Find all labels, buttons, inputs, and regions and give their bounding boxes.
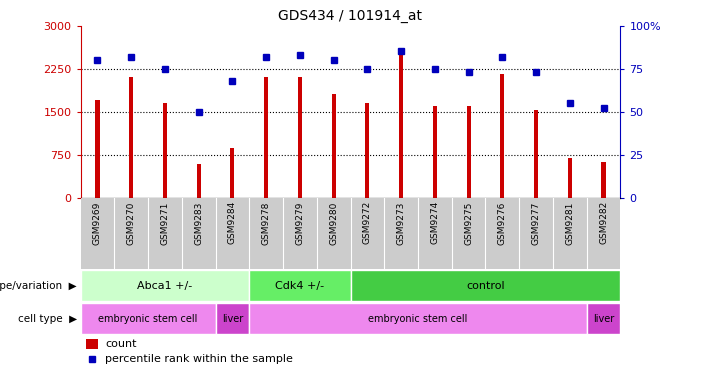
Text: liver: liver	[593, 314, 614, 324]
Bar	[250, 270, 350, 301]
Bar	[433, 106, 437, 198]
Text: GSM9269: GSM9269	[93, 201, 102, 244]
Bar	[467, 106, 470, 198]
Text: GSM9283: GSM9283	[194, 201, 203, 244]
Bar	[534, 110, 538, 198]
Text: Cdk4 +/-: Cdk4 +/-	[275, 281, 325, 291]
Text: GSM9276: GSM9276	[498, 201, 507, 244]
Text: GSM9271: GSM9271	[161, 201, 170, 244]
Bar	[250, 303, 587, 334]
Text: GSM9273: GSM9273	[397, 201, 406, 244]
Text: GSM9274: GSM9274	[430, 201, 440, 244]
Text: genotype/variation  ▶: genotype/variation ▶	[0, 281, 77, 291]
Bar	[81, 270, 250, 301]
Bar	[197, 164, 200, 198]
Bar	[501, 74, 504, 198]
Text: embryonic stem cell: embryonic stem cell	[98, 314, 198, 324]
Text: cell type  ▶: cell type ▶	[18, 314, 77, 324]
Bar	[216, 303, 250, 334]
Bar	[129, 77, 133, 198]
Bar	[231, 148, 234, 198]
Text: GSM9280: GSM9280	[329, 201, 338, 244]
Text: GSM9281: GSM9281	[565, 201, 574, 244]
Bar	[298, 77, 302, 198]
Bar	[587, 303, 620, 334]
Bar	[568, 157, 572, 198]
Bar	[399, 49, 403, 198]
Text: embryonic stem cell: embryonic stem cell	[368, 314, 468, 324]
Text: GSM9275: GSM9275	[464, 201, 473, 244]
Text: percentile rank within the sample: percentile rank within the sample	[105, 354, 293, 365]
Text: GSM9282: GSM9282	[599, 201, 608, 244]
Bar	[332, 94, 336, 198]
Text: GSM9279: GSM9279	[295, 201, 304, 244]
Bar	[264, 77, 268, 198]
Bar	[81, 303, 216, 334]
Text: GSM9277: GSM9277	[531, 201, 540, 244]
Text: GSM9278: GSM9278	[261, 201, 271, 244]
Text: GSM9284: GSM9284	[228, 201, 237, 244]
Text: GSM9272: GSM9272	[363, 201, 372, 244]
Bar	[163, 103, 167, 198]
Bar	[95, 100, 100, 198]
Text: liver: liver	[222, 314, 243, 324]
Title: GDS434 / 101914_at: GDS434 / 101914_at	[278, 9, 423, 23]
Bar	[601, 161, 606, 198]
Text: control: control	[466, 281, 505, 291]
Bar	[350, 270, 620, 301]
Text: GSM9270: GSM9270	[127, 201, 136, 244]
Bar	[86, 339, 98, 350]
Bar	[365, 103, 369, 198]
Text: count: count	[105, 339, 137, 350]
Text: Abca1 +/-: Abca1 +/-	[137, 281, 193, 291]
